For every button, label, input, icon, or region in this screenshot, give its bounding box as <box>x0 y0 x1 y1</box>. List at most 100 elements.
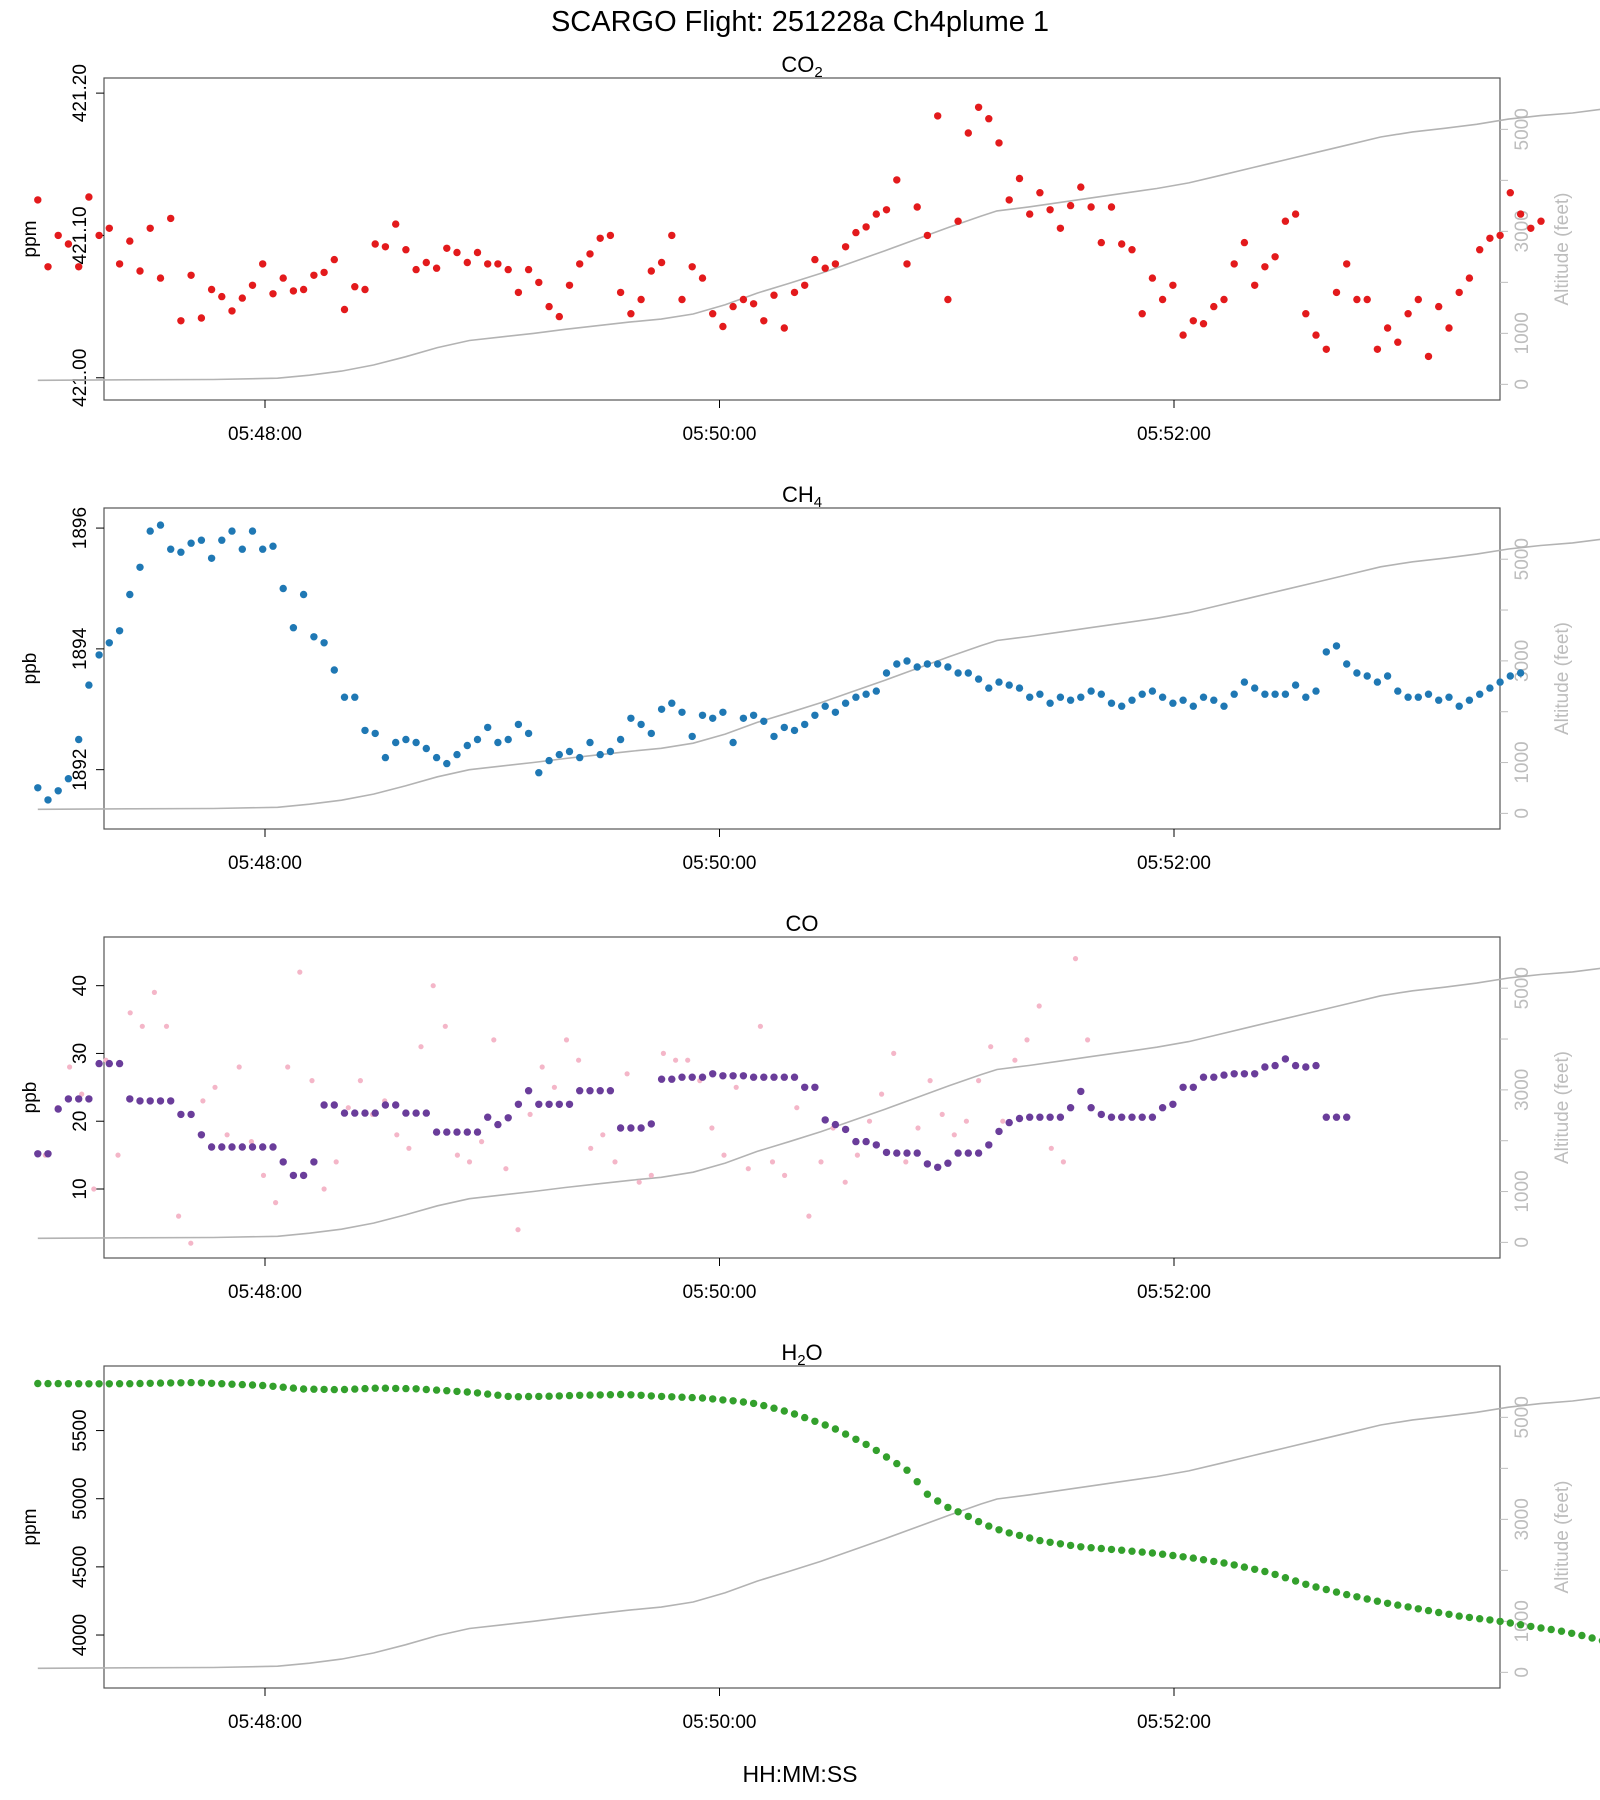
co-data-point <box>320 1101 328 1109</box>
co-data-point <box>1169 1100 1177 1109</box>
co2-data-point <box>412 265 420 274</box>
co2-alt-axis-label: Altitude (feet) <box>1552 193 1573 306</box>
co-data-point <box>473 1128 482 1136</box>
h2o-data-point <box>34 1379 42 1388</box>
co-data-point <box>985 1141 993 1149</box>
co2-data-point <box>392 220 400 228</box>
co2-data-point <box>934 112 942 120</box>
co-data-point <box>535 1100 543 1109</box>
ch4-data-point <box>248 527 257 535</box>
ch4-data-point <box>1506 672 1515 680</box>
co-data-point <box>882 1148 891 1157</box>
co-data-point <box>1158 1104 1167 1112</box>
h2o-data-point <box>841 1430 850 1438</box>
co-data-point <box>709 1125 715 1131</box>
ch4-data-point <box>1261 690 1269 698</box>
h2o-data-point <box>1506 1619 1515 1627</box>
co2-y-axis-label: ppm <box>20 221 41 258</box>
ch4-data-point <box>1302 693 1310 701</box>
co-data-point <box>801 1083 809 1092</box>
h2o-data-point <box>1373 1597 1382 1605</box>
h2o-data-point <box>627 1391 635 1399</box>
ch4-data-point <box>944 663 952 671</box>
ch4-data-point <box>1322 648 1331 656</box>
co-data-point <box>34 1150 42 1158</box>
h2o-data-point <box>576 1391 584 1400</box>
co2-data-point <box>801 281 809 289</box>
co-data-point <box>310 1158 318 1166</box>
ch4-data-point <box>1465 696 1474 704</box>
co-data-point <box>167 1097 175 1105</box>
co-data-point <box>1087 1104 1095 1112</box>
co2-data-point <box>44 263 52 271</box>
ch4-data-point <box>412 738 420 747</box>
h2o-data-point <box>535 1392 543 1401</box>
co2-data-point <box>1332 288 1341 297</box>
co-data-point <box>504 1114 512 1122</box>
h2o-data-point <box>218 1380 226 1388</box>
co2-data-point <box>177 317 185 325</box>
co-data-point <box>1138 1113 1146 1121</box>
h2o-data-point <box>1496 1617 1504 1626</box>
co2-data-point <box>1199 320 1208 328</box>
ch4-data-point <box>545 756 553 765</box>
ch4-xtick-label: 05:50:00 <box>683 853 757 874</box>
h2o-data-point <box>443 1387 451 1395</box>
co2-data-point <box>432 264 441 272</box>
h2o-data-point <box>1199 1556 1208 1564</box>
co-data-point <box>91 1186 97 1192</box>
co-data-point <box>637 1124 645 1132</box>
co2-data-point <box>443 244 451 252</box>
co-data-point <box>1322 1113 1331 1121</box>
co-data-point <box>503 1166 509 1172</box>
h2o-data-point <box>1107 1545 1116 1554</box>
co-data-point <box>1332 1113 1341 1121</box>
co-data-point <box>841 1125 850 1134</box>
co-data-point <box>721 1152 727 1158</box>
co2-data-point <box>841 243 850 251</box>
co2-panel: CO2 421.00 421.10 421.20 ppm 05:48:00 05:50:00… <box>20 52 1600 445</box>
co2-data-point <box>647 267 655 275</box>
co-alt-tick-label: 3000 <box>1512 1069 1533 1111</box>
ch4-data-point <box>1240 678 1249 686</box>
h2o-title-sub: 2 <box>797 1352 805 1369</box>
co-data-point <box>903 1159 909 1165</box>
co2-data-point <box>1169 281 1177 289</box>
co-data-point <box>551 1084 558 1090</box>
co-data-point <box>790 1073 799 1081</box>
ch4-data-point <box>1026 693 1034 701</box>
co-data-point <box>484 1113 492 1121</box>
h2o-data-point <box>1261 1567 1269 1576</box>
ch4-data-point <box>586 738 594 747</box>
co-data-point <box>1072 956 1079 962</box>
h2o-alt-tick-label: 1000 <box>1512 1600 1533 1642</box>
co-data-point <box>105 1059 114 1068</box>
co-data-point <box>794 1105 800 1111</box>
ch4-data-point <box>647 729 655 738</box>
h2o-data-point <box>64 1380 73 1388</box>
h2o-data-point <box>678 1393 686 1401</box>
co2-data-point <box>320 268 328 277</box>
ch4-data-point <box>320 639 328 647</box>
ch4-data-point <box>1015 684 1024 692</box>
co2-data-point <box>903 260 911 268</box>
co-data-point <box>381 1101 390 1109</box>
co-data-point <box>545 1100 553 1109</box>
co-data-point <box>1271 1061 1279 1070</box>
co2-data-point <box>1363 295 1371 304</box>
co-data-point <box>340 1109 349 1117</box>
h2o-data-point <box>749 1399 758 1408</box>
h2o-data-point <box>115 1380 124 1388</box>
co-data-point <box>600 1132 606 1138</box>
co-data-point <box>1118 1113 1126 1121</box>
co2-data-point <box>310 271 318 279</box>
co2-data-point <box>473 248 482 257</box>
co2-data-point <box>923 231 932 240</box>
ch4-data-point <box>75 735 83 744</box>
h2o-data-point <box>811 1417 819 1426</box>
h2o-data-point <box>1118 1546 1126 1554</box>
h2o-data-point <box>923 1490 932 1498</box>
co2-alt-tick-label: 0 <box>1512 379 1533 390</box>
h2o-data-point <box>1056 1540 1065 1548</box>
